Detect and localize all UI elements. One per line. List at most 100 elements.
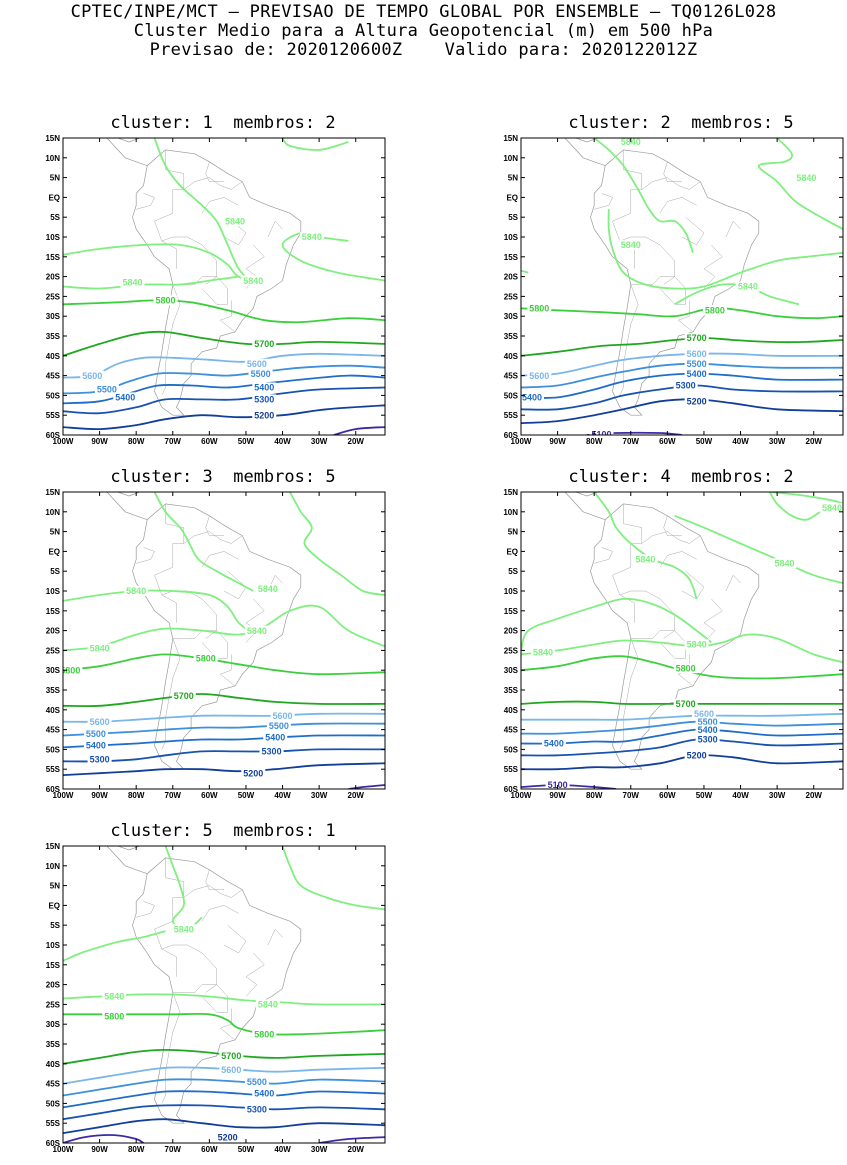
lon-label: 50W	[696, 791, 713, 800]
contour-5840	[281, 231, 385, 282]
coastline-caribbean	[117, 492, 155, 497]
contour-label-bg	[794, 172, 819, 183]
lat-label: 50S	[504, 391, 519, 400]
contour-label-bg	[252, 394, 277, 405]
coastline-central-america	[99, 492, 148, 521]
lat-label: 20S	[504, 627, 519, 636]
country-border	[703, 244, 723, 289]
contour-label-5800: 5800	[196, 654, 216, 664]
lat-label: 10S	[46, 941, 61, 950]
contour-label-bg	[545, 780, 570, 789]
lat-label: 5S	[508, 567, 518, 576]
lat-label: 15N	[503, 134, 518, 143]
contour-5600	[521, 352, 843, 377]
map-plot: 5840 5840 5840 5800 5800 5700 5600 5500 5400 5300…	[45, 842, 386, 1154]
contour-5840	[757, 138, 843, 230]
contour-label-5700: 5700	[254, 339, 274, 349]
contour-label-bg	[530, 647, 555, 658]
contour-5600	[521, 712, 843, 721]
lat-label: 35S	[46, 1040, 61, 1049]
lat-label: 10S	[504, 233, 519, 242]
contour-label-5800: 5800	[104, 1011, 124, 1021]
contour-label-5300: 5300	[254, 395, 274, 405]
lat-label: 45S	[504, 726, 519, 735]
cluster-panel-2: cluster: 2 membros: 5 5840 5840 5840 5840 580…	[496, 112, 847, 446]
contour-5500	[521, 362, 843, 389]
lon-label: 40W	[732, 791, 749, 800]
map-plot: 5840584058405840580057005600560055005500…	[45, 134, 386, 446]
lat-label: 25S	[504, 292, 519, 301]
country-border	[659, 630, 686, 659]
country-border	[165, 857, 185, 898]
contour-label-5300: 5300	[698, 735, 718, 745]
contour-label-bg	[673, 698, 698, 709]
contour-label-bg	[83, 740, 108, 751]
contour-label-bg	[215, 1132, 240, 1143]
country-border	[659, 551, 697, 568]
country-border	[136, 193, 155, 210]
lat-label: 20S	[46, 273, 61, 282]
coastline-central-america	[99, 138, 148, 167]
header-line-1: CPTEC/INPE/MCT — PREVISAO DE TEMPO GLOBA…	[70, 2, 777, 22]
contour-5600	[63, 1066, 385, 1085]
contour-5400	[63, 734, 385, 749]
lon-label: 30W	[311, 1145, 328, 1154]
contour-label-5300: 5300	[90, 755, 110, 765]
contour-label-bg	[87, 754, 112, 765]
coastline-central-america	[99, 846, 148, 875]
country-border	[223, 571, 247, 600]
lat-label: 45S	[46, 1080, 61, 1089]
lat-label: 25S	[504, 646, 519, 655]
contour-label-bg	[633, 554, 658, 565]
lat-label: EQ	[506, 547, 518, 556]
country-border	[245, 598, 265, 643]
lat-label: 40S	[504, 352, 519, 361]
contour-label-5840: 5840	[174, 924, 194, 934]
contour-label-5840: 5840	[126, 586, 146, 596]
contour-label-5840: 5840	[225, 216, 245, 226]
contour-5840	[63, 589, 254, 636]
contour-label-bg	[102, 991, 127, 1002]
country-border	[161, 944, 217, 993]
lat-label: 40S	[46, 706, 61, 715]
lat-label: 55S	[504, 765, 519, 774]
lat-label: 40S	[46, 352, 61, 361]
contour-label-bg	[219, 1064, 244, 1075]
contour-label-bg	[695, 716, 720, 727]
lon-label: 50W	[238, 1145, 255, 1154]
country-border	[619, 236, 675, 285]
contour-label-5840: 5840	[123, 278, 143, 288]
contour-label-bg	[684, 639, 709, 650]
contour-5400	[63, 1090, 385, 1109]
lat-label: 10N	[503, 508, 518, 517]
coastline	[132, 503, 302, 770]
country-border	[205, 161, 224, 182]
lat-label: 35S	[46, 686, 61, 695]
lon-label: 70W	[623, 791, 640, 800]
contour-label-bg	[735, 281, 760, 292]
country-border	[161, 284, 181, 396]
country-border	[219, 300, 236, 333]
contour-label-bg	[113, 392, 138, 403]
lon-label: 60W	[201, 437, 218, 446]
lat-label: 40S	[504, 706, 519, 715]
contour-5800	[63, 299, 385, 324]
contour-5100	[348, 784, 385, 789]
contour-label-bg	[241, 768, 266, 779]
contour-label-bg	[244, 358, 269, 369]
contour-label-5840: 5840	[822, 503, 842, 513]
lat-label: 5N	[50, 528, 60, 537]
contour-label-5600: 5600	[247, 359, 267, 369]
country-border	[623, 503, 643, 544]
country-border	[165, 149, 185, 190]
contour-5840	[63, 243, 265, 286]
country-border	[623, 149, 643, 190]
lat-label: 30S	[46, 666, 61, 675]
lon-label: 100W	[511, 437, 532, 446]
lon-label: 100W	[53, 437, 74, 446]
contour-label-5700: 5700	[676, 699, 696, 709]
contour-label-5100: 5100	[548, 780, 568, 790]
contour-label-bg	[244, 625, 269, 636]
contour-label-bg	[263, 732, 288, 743]
country-border	[205, 515, 224, 536]
